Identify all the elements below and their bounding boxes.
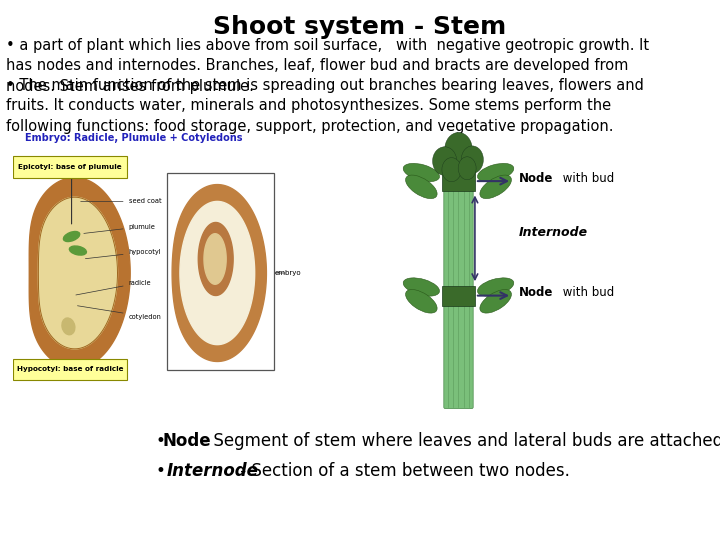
Ellipse shape <box>445 132 472 167</box>
Text: hypocotyl: hypocotyl <box>86 249 161 259</box>
Ellipse shape <box>63 232 80 241</box>
FancyBboxPatch shape <box>13 157 127 178</box>
Ellipse shape <box>458 157 476 180</box>
Ellipse shape <box>69 246 86 255</box>
Ellipse shape <box>433 147 456 176</box>
Text: Internode: Internode <box>167 462 259 480</box>
Polygon shape <box>38 197 117 349</box>
Text: Embryo: Radicle, Plumule + Cotyledons: Embryo: Radicle, Plumule + Cotyledons <box>24 133 242 143</box>
Ellipse shape <box>405 289 437 313</box>
Ellipse shape <box>403 278 439 296</box>
Text: - Section of a stem between two nodes.: - Section of a stem between two nodes. <box>235 462 570 480</box>
Ellipse shape <box>403 164 439 181</box>
Text: Node: Node <box>519 286 554 299</box>
Text: cotyledon: cotyledon <box>78 306 161 320</box>
FancyBboxPatch shape <box>13 359 127 380</box>
Text: Internode: Internode <box>519 226 588 239</box>
Text: Node: Node <box>519 172 554 185</box>
Ellipse shape <box>477 164 514 181</box>
Text: with bud: with bud <box>559 172 614 185</box>
Text: seed coat: seed coat <box>81 198 161 205</box>
Polygon shape <box>198 222 233 295</box>
Ellipse shape <box>462 146 483 173</box>
Ellipse shape <box>480 175 511 199</box>
Text: with bud: with bud <box>559 286 614 299</box>
FancyBboxPatch shape <box>444 163 473 409</box>
Text: •: • <box>155 462 165 480</box>
Text: Epicotyl: base of plumule: Epicotyl: base of plumule <box>18 164 122 170</box>
Polygon shape <box>172 185 266 361</box>
Bar <box>442 171 475 191</box>
Text: radicle: radicle <box>76 280 151 295</box>
Bar <box>166 173 274 370</box>
Text: embryo: embryo <box>274 270 301 276</box>
Text: Node: Node <box>163 432 212 450</box>
Ellipse shape <box>405 175 437 199</box>
Bar <box>442 286 475 306</box>
Text: • a part of plant which lies above from soil surface,   with  negative geotropic: • a part of plant which lies above from … <box>6 38 649 94</box>
Ellipse shape <box>62 318 75 335</box>
Polygon shape <box>180 201 255 345</box>
Text: Hypocotyl: base of radicle: Hypocotyl: base of radicle <box>17 366 123 372</box>
Polygon shape <box>204 234 226 284</box>
Text: •: • <box>155 432 165 450</box>
Ellipse shape <box>477 278 514 296</box>
Polygon shape <box>30 178 130 368</box>
Text: Shoot system - Stem: Shoot system - Stem <box>213 15 507 39</box>
Ellipse shape <box>442 158 462 181</box>
Text: • The main function of the stem is spreading out branches bearing leaves, flower: • The main function of the stem is sprea… <box>6 78 644 134</box>
Text: plumule: plumule <box>84 224 156 233</box>
Ellipse shape <box>480 289 511 313</box>
Text: - Segment of stem where leaves and lateral buds are attached.: - Segment of stem where leaves and later… <box>197 432 720 450</box>
